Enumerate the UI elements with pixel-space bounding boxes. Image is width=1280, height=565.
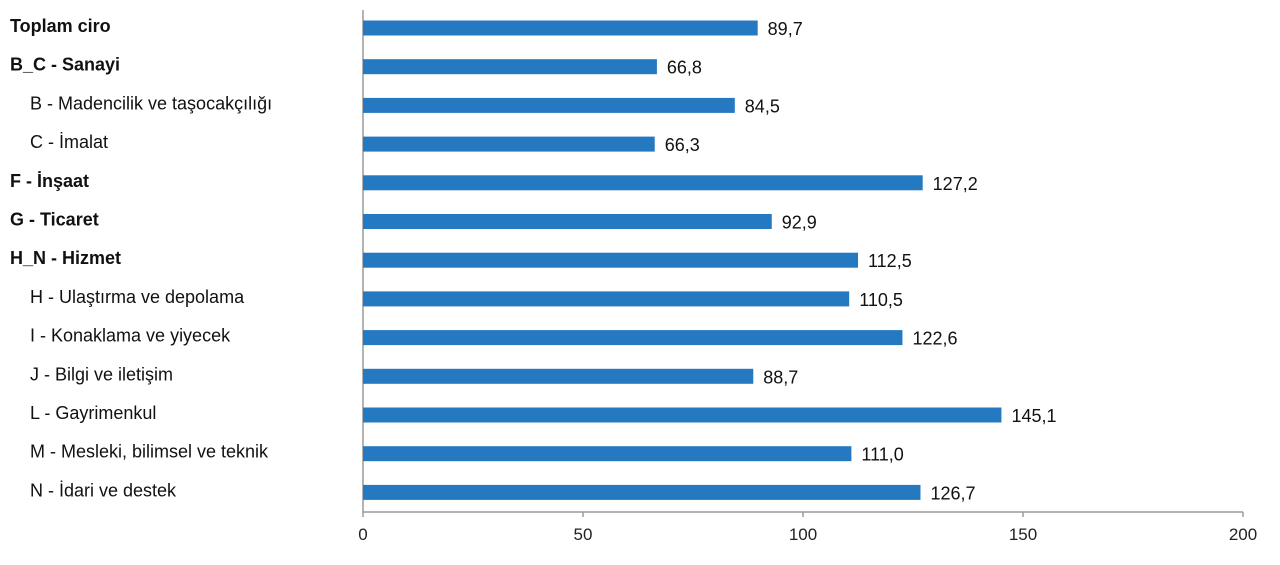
category-label: L - Gayrimenkul: [30, 403, 156, 423]
x-tick-label: 150: [1009, 525, 1037, 544]
bar: [363, 59, 657, 75]
data-label: 112,5: [868, 251, 912, 271]
data-label: 126,7: [930, 483, 975, 503]
bar: [363, 252, 858, 268]
category-label: B - Madencilik ve taşocakçılığı: [30, 93, 272, 113]
data-label: 145,1: [1011, 406, 1056, 426]
data-label: 66,8: [667, 58, 702, 78]
category-label: H_N - Hizmet: [10, 248, 121, 268]
data-label: 66,3: [665, 135, 700, 155]
category-label: H - Ulaştırma ve depolama: [30, 287, 245, 307]
data-label: 127,2: [933, 174, 978, 194]
bar: [363, 446, 852, 462]
data-label: 110,5: [859, 290, 903, 310]
category-label: J - Bilgi ve iletişim: [30, 364, 173, 384]
category-label: G - Ticaret: [10, 210, 99, 230]
category-label: F - İnşaat: [10, 171, 89, 191]
bar: [363, 136, 655, 152]
bar: [363, 407, 1002, 423]
data-label: 89,7: [768, 19, 803, 39]
bar: [363, 368, 754, 384]
bar: [363, 291, 850, 307]
data-label: 122,6: [912, 329, 957, 349]
bar: [363, 214, 772, 229]
x-tick-label: 200: [1229, 525, 1257, 544]
category-label: B_C - Sanayi: [10, 55, 120, 75]
bar: [363, 484, 921, 500]
category-label: M - Mesleki, bilimsel ve teknik: [30, 442, 269, 462]
data-label: 84,5: [745, 96, 780, 116]
category-label: N - İdari ve destek: [30, 480, 177, 500]
category-label: Toplam ciro: [10, 16, 111, 36]
data-label: 111,0: [861, 445, 903, 465]
category-label: C - İmalat: [30, 132, 108, 152]
bar: [363, 20, 758, 36]
bar: [363, 175, 923, 191]
bar: [363, 330, 903, 346]
category-label: I - Konaklama ve yiyecek: [30, 326, 231, 346]
x-tick-label: 100: [789, 525, 817, 544]
x-tick-label: 50: [574, 525, 593, 544]
bar: [363, 97, 735, 113]
data-label: 88,7: [763, 367, 798, 387]
data-label: 92,9: [782, 213, 817, 233]
x-tick-label: 0: [358, 525, 367, 544]
